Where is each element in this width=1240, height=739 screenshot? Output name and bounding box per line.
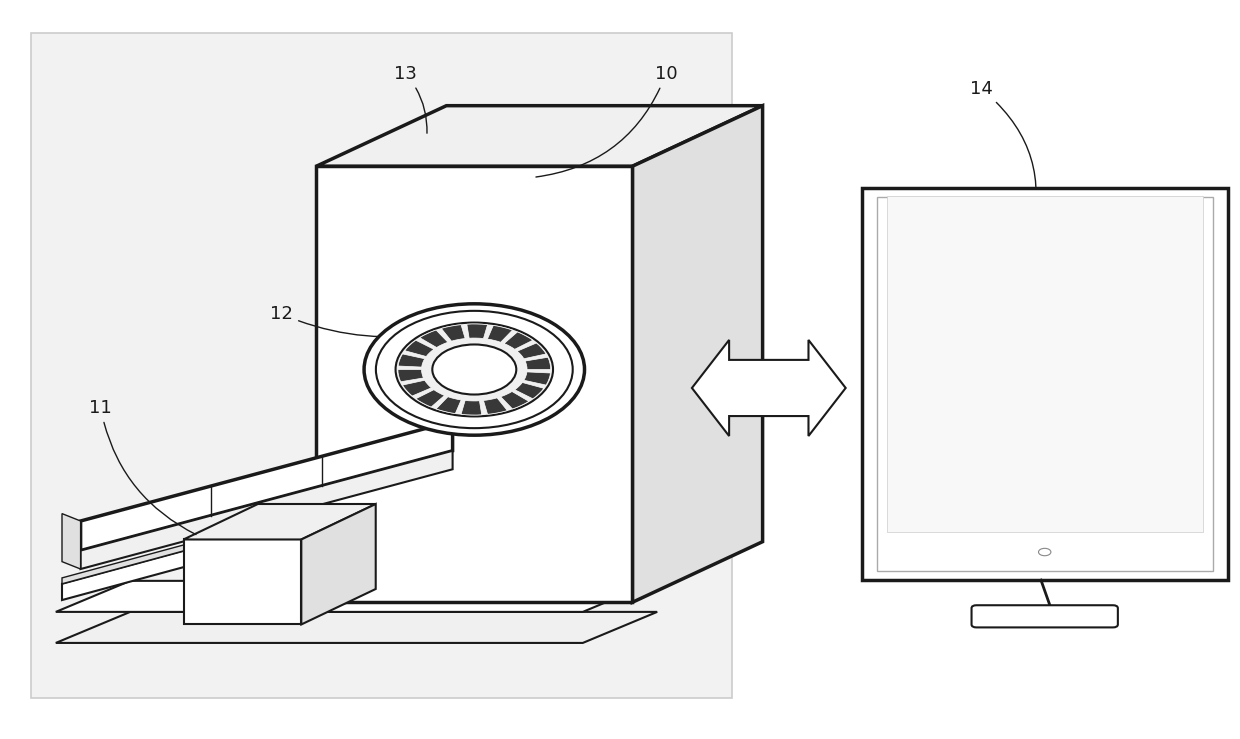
Wedge shape: [515, 383, 544, 399]
Polygon shape: [81, 421, 453, 551]
Wedge shape: [398, 354, 425, 367]
Wedge shape: [403, 381, 432, 396]
Text: 14: 14: [970, 80, 1037, 245]
Circle shape: [365, 304, 584, 435]
Wedge shape: [436, 397, 461, 414]
Wedge shape: [505, 332, 533, 350]
Wedge shape: [419, 330, 448, 347]
Polygon shape: [62, 473, 471, 600]
Bar: [877, 197, 1213, 571]
Bar: [887, 196, 1203, 532]
FancyBboxPatch shape: [971, 605, 1118, 627]
Polygon shape: [81, 451, 453, 569]
Polygon shape: [184, 504, 376, 539]
Wedge shape: [398, 370, 424, 382]
Polygon shape: [62, 467, 471, 584]
Wedge shape: [484, 398, 507, 415]
Wedge shape: [525, 357, 551, 370]
Text: 11: 11: [89, 399, 196, 534]
Polygon shape: [632, 106, 763, 602]
Polygon shape: [56, 581, 657, 612]
Wedge shape: [501, 392, 529, 409]
Polygon shape: [301, 504, 376, 624]
Wedge shape: [466, 324, 487, 338]
Polygon shape: [316, 106, 763, 166]
FancyBboxPatch shape: [31, 33, 732, 698]
Wedge shape: [404, 340, 434, 356]
Circle shape: [433, 344, 516, 395]
Circle shape: [396, 323, 553, 416]
Polygon shape: [62, 514, 81, 569]
Wedge shape: [415, 389, 444, 407]
Wedge shape: [461, 401, 482, 415]
Polygon shape: [316, 166, 632, 602]
Text: 12: 12: [270, 305, 434, 337]
Wedge shape: [517, 343, 546, 358]
Wedge shape: [487, 325, 512, 342]
Text: 10: 10: [536, 65, 677, 177]
Text: 13: 13: [394, 65, 427, 133]
Wedge shape: [441, 324, 465, 341]
Polygon shape: [56, 612, 657, 643]
Polygon shape: [184, 539, 301, 624]
Wedge shape: [523, 372, 551, 385]
Polygon shape: [692, 340, 846, 436]
Bar: [862, 188, 1228, 580]
